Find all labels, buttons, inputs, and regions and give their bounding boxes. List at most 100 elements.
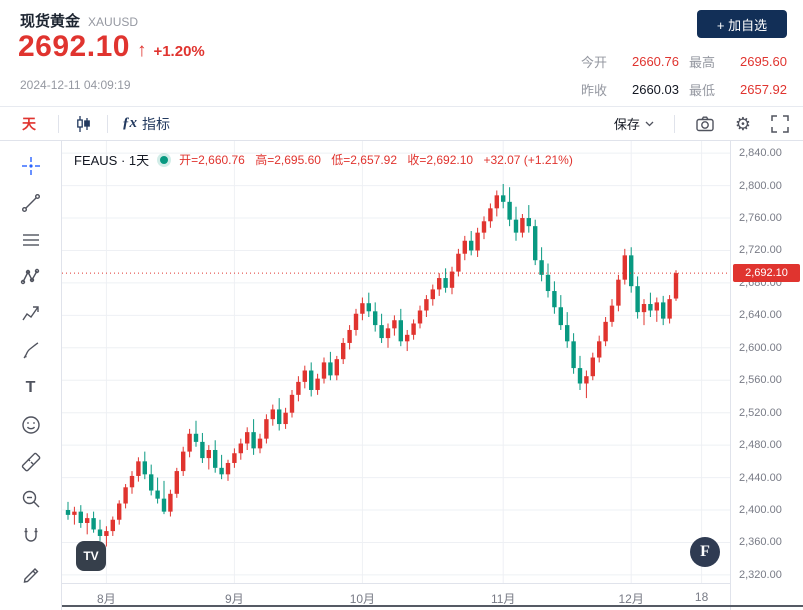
candle-body (129, 475, 135, 488)
price-axis-label: 2,320.00 (739, 568, 782, 581)
candle-body (181, 451, 186, 472)
price-axis-label: 2,440.00 (739, 471, 782, 484)
candle-body (488, 208, 493, 222)
candle-body (539, 260, 544, 275)
drawing-toolbar: T (0, 141, 62, 610)
candle-body (117, 503, 122, 520)
candle-body (584, 376, 589, 384)
brush-tool-button[interactable] (12, 332, 50, 369)
forecast-tool-button[interactable] (12, 295, 50, 332)
indicators-button[interactable]: ƒx 指标 (122, 114, 170, 134)
candle-body (85, 518, 90, 523)
candle-body (635, 286, 640, 313)
candle-body (289, 394, 295, 413)
magnet-tool-button[interactable] (12, 517, 50, 554)
stat-value-open: 2660.76 (631, 54, 679, 69)
fullscreen-button[interactable] (771, 114, 789, 133)
candle-body (283, 412, 288, 425)
candle-body (200, 441, 205, 459)
candle-body (424, 299, 429, 311)
time-axis-label: 12月 (618, 592, 644, 606)
candle-body (360, 303, 365, 314)
candle-body (136, 461, 141, 476)
save-button[interactable]: 保存 (614, 114, 654, 133)
add-watchlist-button[interactable]: + 加自选 (697, 10, 787, 38)
ruler-tool-button[interactable] (12, 443, 50, 480)
pattern-tool-button[interactable] (12, 258, 50, 295)
instrument-name: 现货黄金 (20, 13, 81, 30)
candle-body (373, 311, 378, 326)
fullscreen-icon (771, 114, 789, 133)
candle-body (520, 218, 525, 233)
candlestick-chart[interactable] (62, 141, 730, 583)
crosshair-tool-button[interactable] (12, 147, 50, 184)
candle-body (417, 310, 423, 324)
time-axis-label: 18 (694, 590, 709, 604)
trend-line-tool-button[interactable] (12, 184, 50, 221)
snapshot-camera-button[interactable] (695, 115, 715, 133)
zoom-tool-button[interactable] (12, 480, 50, 517)
candle-body (507, 201, 512, 220)
text-tool-button[interactable]: T (12, 369, 50, 406)
price-axis[interactable]: 2,320.00 2,360.00 2,400.00 2,440.00 2,480.00… (730, 141, 803, 610)
candle-body (353, 313, 359, 330)
candle-body (526, 218, 531, 227)
tradingview-logo[interactable]: TV (76, 541, 106, 571)
candle-body (315, 378, 320, 390)
crosshair-icon (21, 156, 40, 175)
pencil-icon (23, 567, 38, 583)
price-row: 2692.10 ↑ +1.20% (18, 30, 205, 64)
indicators-label: 指标 (142, 115, 170, 132)
timestamp: 2024-12-11 04:09:19 (20, 78, 131, 92)
candle-body (577, 368, 583, 384)
price-axis-label: 2,840.00 (739, 147, 782, 160)
candle-body (277, 409, 282, 425)
save-label: 保存 (613, 117, 640, 132)
candle-body (648, 304, 653, 311)
fib-lines-tool-button[interactable] (12, 221, 50, 258)
chart-area[interactable]: FEAUS · 1天 开=2,660.76 高=2,695.60 低=2,657… (62, 141, 730, 583)
horizontal-lines-icon (22, 233, 39, 246)
candle-body (379, 325, 384, 339)
candle-body (481, 221, 487, 233)
candle-body (78, 511, 83, 523)
candle-body (296, 381, 301, 395)
candle-body (405, 334, 410, 342)
candle-style-button[interactable] (73, 114, 93, 134)
pencil-tool-button[interactable] (12, 554, 50, 591)
toolbar-right: 保存 ⚙ (614, 114, 789, 133)
candle-body (257, 438, 263, 449)
time-axis-label: 8月 (97, 592, 116, 606)
price-axis-label: 2,560.00 (739, 374, 782, 387)
brand-logo: F (690, 537, 720, 567)
price-axis-label: 2,600.00 (739, 341, 782, 354)
candle-body (245, 432, 250, 444)
candle-body (494, 195, 499, 209)
candle-body (168, 493, 173, 512)
price-axis-label: 2,400.00 (739, 504, 782, 516)
toolbar-separator (673, 114, 675, 133)
candle-body (97, 529, 103, 536)
candle-body (437, 278, 442, 290)
price-axis-label: 2,760.00 (739, 212, 782, 225)
chevron-down-icon (645, 121, 654, 126)
candle-body (91, 518, 96, 530)
candle-body (597, 341, 602, 358)
last-price: 2692.10 (18, 30, 130, 63)
candle-body (155, 490, 160, 499)
candle-body (462, 240, 467, 254)
candle-body (654, 302, 659, 311)
candle-body (443, 278, 448, 288)
price-axis-label: 2,640.00 (739, 309, 782, 322)
candle-body (149, 474, 154, 491)
settings-button[interactable]: ⚙ (735, 115, 751, 133)
interval-button[interactable]: 天 (22, 115, 36, 132)
stat-label-prev-close: 昨收 (580, 83, 607, 98)
stat-value-prev-close: 2660.03 (631, 82, 679, 97)
candle-body (552, 291, 557, 308)
candle-body (225, 462, 231, 475)
candle-body (385, 328, 391, 339)
emoji-tool-button[interactable] (12, 406, 50, 443)
current-price-tag: 2,692.10 (733, 264, 800, 283)
candle-body (251, 432, 256, 449)
